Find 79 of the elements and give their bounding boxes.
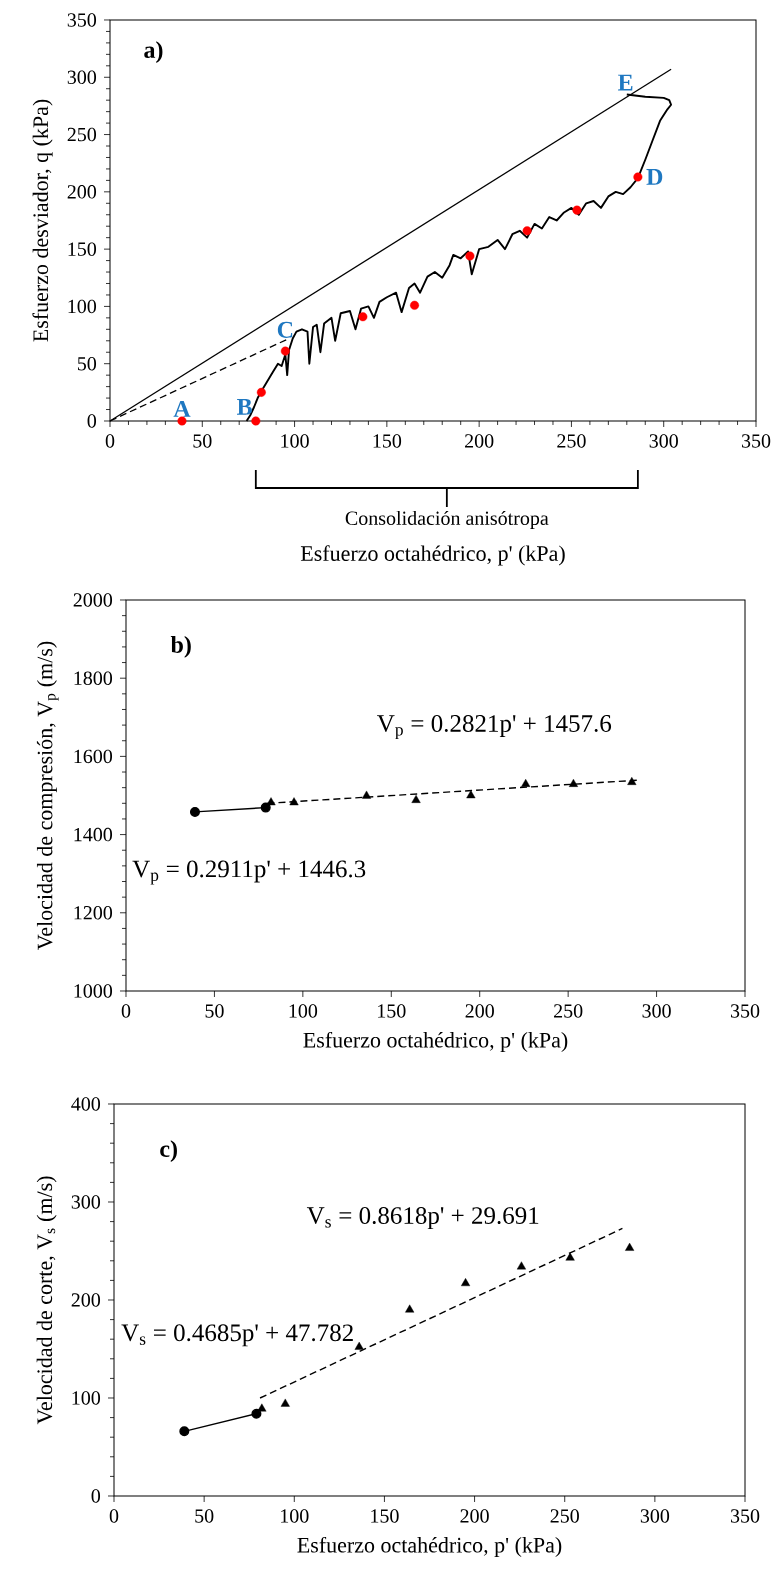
x-tick-label: 350 <box>741 434 771 448</box>
x-tick-label: 0 <box>121 1004 131 1018</box>
point <box>461 1278 471 1287</box>
point <box>625 1242 635 1251</box>
y-tick-label: 100 <box>68 299 97 314</box>
x-axis-title: Esfuerzo octahédrico, p' (kPa) <box>303 1031 568 1053</box>
x-tick-label: 250 <box>550 1509 579 1523</box>
point <box>280 346 290 356</box>
y-tick-label: 350 <box>67 13 97 27</box>
point <box>565 1252 575 1261</box>
annotation: b) <box>170 636 191 658</box>
y-tick-label: 1600 <box>74 749 113 764</box>
x-tick-label: 250 <box>557 434 586 448</box>
annotation: c) <box>160 1140 177 1162</box>
y-tick-label: 300 <box>67 70 97 85</box>
point <box>633 172 643 182</box>
point <box>256 387 266 397</box>
point <box>280 1398 290 1407</box>
x-tick-label: 350 <box>730 1509 760 1523</box>
annotation: E <box>618 74 633 91</box>
y-tick-label: 0 <box>91 1489 101 1503</box>
y-tick-label: 400 <box>71 1097 101 1111</box>
annotation: V$_{s}$ = 0.4685p' + 47.782 <box>121 1324 353 1347</box>
x-tick-label: 150 <box>373 434 402 448</box>
x-tick-label: 100 <box>281 1509 309 1523</box>
point <box>410 300 420 310</box>
x-tick-label: 300 <box>640 1509 670 1523</box>
x-axis-title: Esfuerzo octahédrico, p' (kPa) <box>297 1536 562 1558</box>
y-tick-label: 1200 <box>74 906 113 920</box>
x-tick-label: 300 <box>649 434 678 448</box>
y-tick-label: 1800 <box>74 671 113 685</box>
y-tick-label: 200 <box>71 1293 101 1307</box>
y-tick-label: 100 <box>72 1391 101 1405</box>
x-tick-label: 150 <box>371 1509 399 1523</box>
point <box>358 312 368 322</box>
x-tick-label: 100 <box>289 1004 318 1018</box>
y-tick-label: 300 <box>71 1195 101 1209</box>
y-axis-title: Velocidad de compresión, V$_{p}$ (m/s) <box>36 641 59 950</box>
annotation: V$_{s}$ = 0.8618p' + 29.691 <box>306 1207 539 1230</box>
y-tick-label: 2000 <box>73 593 113 607</box>
text: Consolidación anisótropa <box>345 510 549 530</box>
annotation: C <box>277 321 293 338</box>
annotation: a) <box>144 41 163 63</box>
x-tick-label: 300 <box>642 1004 671 1018</box>
y-axis-title: Esfuerzo desviador, q (kPa) <box>32 99 53 342</box>
y-tick-label: 200 <box>67 185 97 199</box>
x-tick-label: 150 <box>378 1004 406 1018</box>
annotation: B <box>237 399 252 415</box>
point <box>251 416 261 426</box>
y-tick-label: 50 <box>77 356 97 371</box>
point <box>522 226 532 236</box>
point <box>257 1403 267 1412</box>
x-tick-label: 50 <box>193 434 212 448</box>
y-tick-label: 1000 <box>74 984 113 998</box>
point <box>405 1304 415 1313</box>
x-axis-title: Esfuerzo octahédrico, p' (kPa) <box>300 545 565 566</box>
x-tick-label: 200 <box>460 1509 489 1523</box>
x-tick-label: 250 <box>554 1004 583 1018</box>
y-tick-label: 0 <box>87 414 97 428</box>
y-tick-label: 250 <box>67 127 97 142</box>
point <box>465 251 475 261</box>
y-tick-label: 150 <box>68 242 97 256</box>
x-tick-label: 50 <box>205 1004 224 1018</box>
y-axis-title: Velocidad de corte, V$_{s}$ (m/s) <box>36 1176 57 1425</box>
point <box>572 205 582 215</box>
annotation: V$_{p}$ = 0.2821p' + 1457.6 <box>377 715 612 740</box>
annotation: A <box>173 400 191 417</box>
annotation: D <box>646 169 663 185</box>
point <box>516 1261 526 1270</box>
x-tick-label: 200 <box>465 434 494 448</box>
annotation: V$_{p}$ = 0.2911p' + 1446.3 <box>132 860 366 885</box>
point <box>179 1426 190 1437</box>
point <box>354 1341 364 1350</box>
x-tick-label: 50 <box>195 1509 214 1523</box>
x-tick-label: 200 <box>465 1004 494 1018</box>
point <box>177 416 187 426</box>
y-tick-label: 1400 <box>74 827 113 842</box>
x-tick-label: 350 <box>730 1004 760 1018</box>
x-tick-label: 100 <box>281 434 309 448</box>
